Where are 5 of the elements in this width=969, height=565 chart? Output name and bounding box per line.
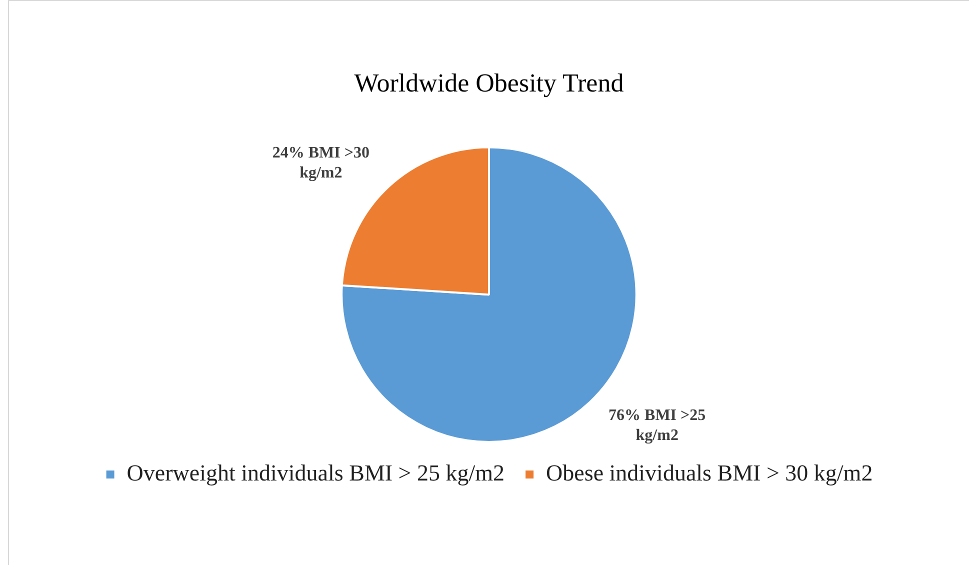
data-label: 76% BMI >25 kg/m2 — [608, 406, 706, 444]
data-label: 24% BMI >30 kg/m2 — [272, 144, 370, 182]
chart-title: Worldwide Obesity Trend — [354, 68, 624, 98]
legend-label: Overweight individuals BMI > 25 kg/m2 — [126, 460, 505, 486]
legend-label: Obese individuals BMI > 30 kg/m2 — [546, 460, 873, 486]
